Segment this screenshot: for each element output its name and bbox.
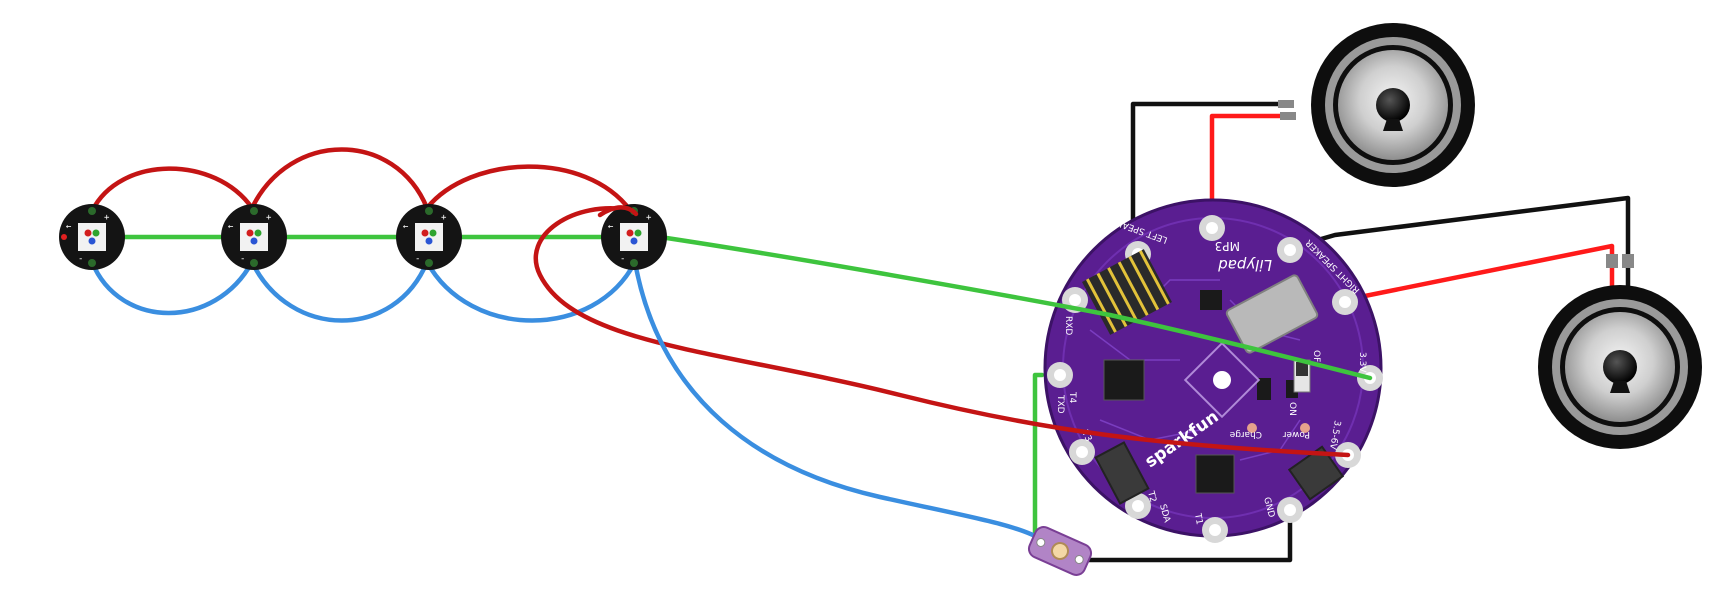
pin-txd-label: TXD xyxy=(1055,394,1065,414)
lilypad-mp3-board: MP3 Lilypad sparkfun LEFT SPEAKER RIGHT … xyxy=(1043,198,1383,543)
pin-3v3-label: 3.3V xyxy=(1357,352,1367,373)
led-4-minus-mark: - xyxy=(620,254,625,264)
pad-t1 xyxy=(1202,517,1228,543)
pad-gnd xyxy=(1277,497,1303,523)
led-4-arrow-mark: ← xyxy=(608,222,614,232)
left-speaker-black-wire xyxy=(1130,101,1283,256)
power-led xyxy=(1300,423,1310,433)
left-speaker-lead-sleeve-2 xyxy=(1280,112,1296,120)
board-script-text: Lilypad xyxy=(1218,256,1272,274)
led-3-arrow-mark: ← xyxy=(403,222,409,232)
led-1-plus-mark: + xyxy=(104,213,110,223)
pad-left-speaker-plus xyxy=(1199,215,1225,241)
pad-right-speaker-minus xyxy=(1277,237,1303,263)
pin-sda-label: SDA xyxy=(1157,503,1172,524)
led-ground-wire-blue-2 xyxy=(249,259,430,323)
power-switch-slider xyxy=(1296,362,1308,376)
led-pixel-2: + ← - xyxy=(221,204,287,270)
pin-rxd-label: RXD xyxy=(1063,316,1073,335)
led-3-plus-mark: + xyxy=(441,213,447,223)
mp3-decoder-chip xyxy=(1195,454,1235,494)
led-pixel-3: + ← - xyxy=(396,204,462,270)
led-power-wire-red-3 xyxy=(424,164,633,213)
led-ground-wire-blue-1 xyxy=(89,259,255,316)
small-chip-2 xyxy=(1257,378,1271,400)
led-1-arrow-mark: ← xyxy=(66,222,72,232)
right-speaker xyxy=(1538,285,1702,449)
led-power-wire-red-2 xyxy=(249,147,430,211)
left-speaker-lead-sleeve xyxy=(1278,100,1294,108)
board-name-text: MP3 xyxy=(1215,239,1240,253)
led-3-minus-mark: - xyxy=(415,254,420,264)
switch-off-label: OFF xyxy=(1311,350,1321,367)
microcontroller-chip xyxy=(1103,359,1145,401)
battery-connector xyxy=(1287,445,1345,501)
charge-led-label: Charge xyxy=(1229,429,1262,439)
led-2-arrow-mark: ← xyxy=(228,222,234,232)
right-speaker-lead-sleeve xyxy=(1606,254,1618,268)
pad-right-speaker-plus xyxy=(1332,289,1358,315)
led-ground-wire-blue-3 xyxy=(424,259,638,323)
push-button xyxy=(1027,526,1093,576)
power-led-label: Power xyxy=(1282,429,1310,439)
pin-t2-label: T2 xyxy=(1145,489,1158,503)
left-speaker-red-wire xyxy=(1209,113,1285,230)
led-ground-wire-blue-to-button xyxy=(632,259,1045,543)
led-data-wire-green-to-board xyxy=(657,234,1373,381)
center-logo xyxy=(1183,341,1261,419)
led-2-minus-mark: - xyxy=(240,254,245,264)
led-power-wire-red-to-board xyxy=(533,206,1351,458)
wires-front xyxy=(533,206,1373,543)
pad-t4 xyxy=(1047,362,1073,388)
led-strand-wires xyxy=(89,147,638,323)
pad-t3 xyxy=(1069,439,1095,465)
microsd-slot xyxy=(1225,274,1319,354)
ground-wire-black xyxy=(1079,507,1293,563)
switch-signal-wire-green xyxy=(1032,372,1045,543)
led-power-wire-red-1 xyxy=(89,166,255,214)
led-pixel-4: + ← - xyxy=(601,204,667,270)
pin-t4-label: T4 xyxy=(1067,391,1077,403)
led-4-plus-mark: + xyxy=(646,213,652,223)
small-chip-1 xyxy=(1200,290,1222,310)
pin-t1-label: T1 xyxy=(1192,512,1204,526)
switch-on-label: ON xyxy=(1287,402,1297,416)
charge-led xyxy=(1247,423,1257,433)
pad-t2 xyxy=(1125,493,1151,519)
right-speaker-red-wire xyxy=(1342,243,1615,303)
left-speaker xyxy=(1311,23,1475,187)
led-1-minus-mark: - xyxy=(78,254,83,264)
headphone-jack xyxy=(1094,441,1150,505)
led-power-wire-red-over xyxy=(597,205,639,218)
led-2-plus-mark: + xyxy=(266,213,272,223)
led-pixel-1: + ← - xyxy=(59,204,125,270)
right-speaker-lead-sleeve-2 xyxy=(1622,254,1634,268)
